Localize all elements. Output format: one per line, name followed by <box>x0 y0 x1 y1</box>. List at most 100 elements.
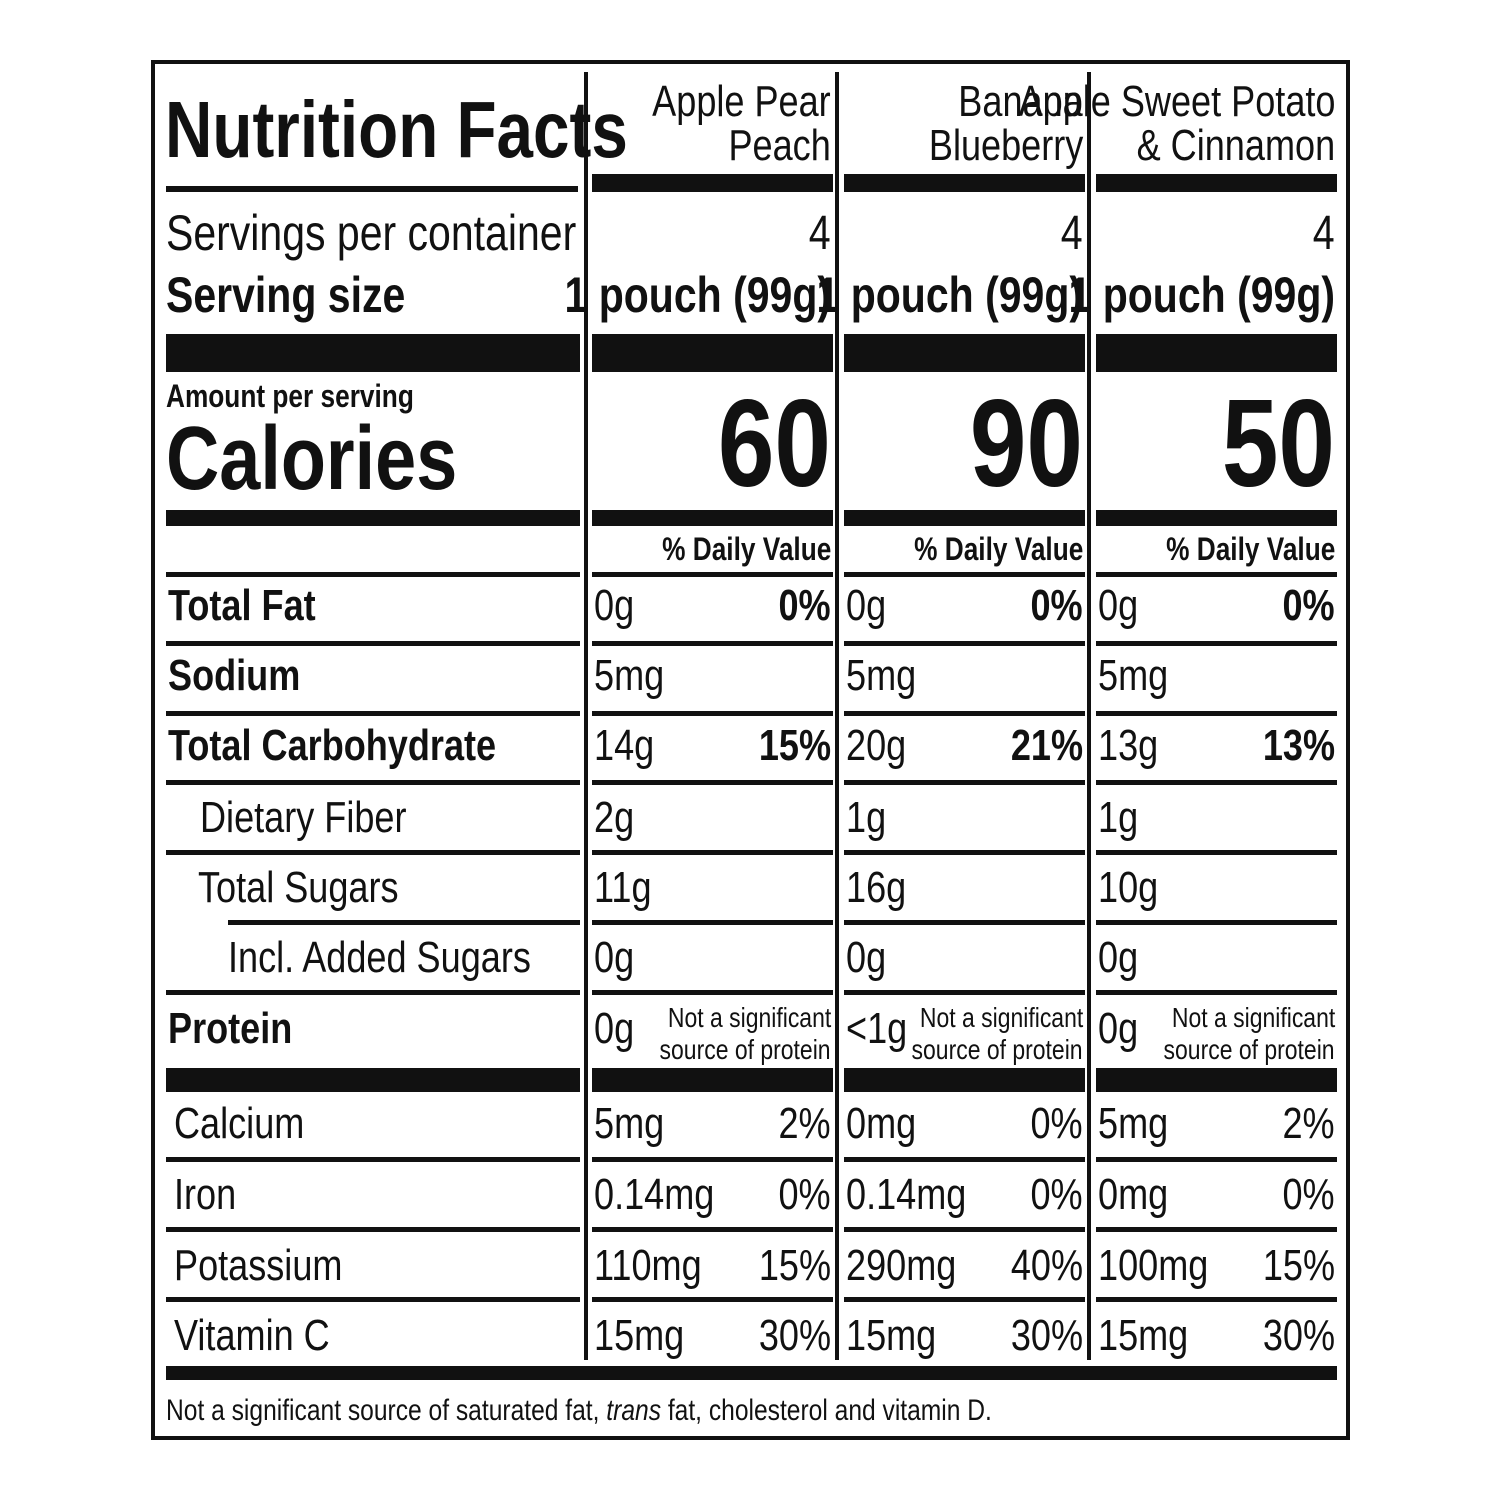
protein-note: Not a significant <box>919 1002 1083 1033</box>
label-title: Nutrition Facts <box>165 85 628 174</box>
column-divider <box>835 72 839 1360</box>
nutrient-daily-value: 15% <box>758 721 831 770</box>
product-name-line1: Apple Sweet Potato <box>1018 77 1335 126</box>
protein-note: source of protein <box>1163 1034 1335 1065</box>
nutrient-amount: 0g <box>594 933 635 982</box>
vitamin-c-label: Vitamin C <box>174 1311 330 1360</box>
rule <box>166 1068 580 1092</box>
rule <box>844 850 1085 855</box>
serving-size-value: 1 pouch (99g) <box>1068 267 1335 323</box>
rule <box>592 641 833 646</box>
nutrient-amount: 5mg <box>594 651 665 700</box>
rule <box>844 1068 1085 1092</box>
nutrient-amount: 2g <box>594 793 635 842</box>
nutrient-daily-value: 40% <box>1010 1241 1083 1290</box>
rule <box>592 1227 833 1232</box>
nutrient-amount: 14g <box>594 721 655 770</box>
daily-value-header: % Daily Value <box>913 531 1083 567</box>
nutrient-daily-value: 13% <box>1262 721 1335 770</box>
iron-label: Iron <box>174 1170 237 1219</box>
nutrient-amount: 5mg <box>846 651 917 700</box>
rule <box>166 1157 580 1162</box>
product-name-line1: Apple Pear <box>652 77 831 126</box>
rule <box>1096 711 1337 716</box>
column-divider <box>584 72 588 1360</box>
rule <box>592 850 833 855</box>
rule <box>592 174 833 192</box>
calories-value: 60 <box>717 375 831 513</box>
rule <box>844 990 1085 995</box>
servings-per-container-value: 4 <box>1061 207 1083 260</box>
rule <box>166 1366 1337 1380</box>
added-sugars-label: Incl. Added Sugars <box>228 933 531 982</box>
amount-per-serving-label: Amount per serving <box>166 378 414 414</box>
nutrient-daily-value: 2% <box>778 1099 831 1148</box>
nutrient-amount: 5mg <box>1098 651 1169 700</box>
rule <box>1096 510 1337 526</box>
rule <box>1096 780 1337 785</box>
rule <box>592 1068 833 1092</box>
nutrient-daily-value: 30% <box>1010 1311 1083 1360</box>
rule <box>844 1227 1085 1232</box>
daily-value-header: % Daily Value <box>661 531 831 567</box>
nutrient-amount: 0g <box>1098 933 1139 982</box>
nutrient-amount: 11g <box>594 863 652 912</box>
rule <box>592 334 833 372</box>
nutrient-daily-value: 15% <box>1262 1241 1335 1290</box>
servings-per-container-value: 4 <box>809 207 831 260</box>
servings-per-container-label: Servings per container <box>166 205 577 261</box>
rule <box>1096 1297 1337 1302</box>
nutrient-amount: 0g <box>846 581 887 630</box>
protein-amount: <1g <box>846 1004 908 1053</box>
sodium-label: Sodium <box>168 651 301 700</box>
rule <box>844 780 1085 785</box>
calcium-label: Calcium <box>174 1099 305 1148</box>
calories-value: 50 <box>1221 375 1335 513</box>
rule <box>1096 920 1337 925</box>
rule <box>1096 990 1337 995</box>
rule <box>166 334 580 372</box>
nutrient-amount: 1g <box>1098 793 1139 842</box>
rule <box>844 174 1085 192</box>
rule <box>1096 1227 1337 1232</box>
rule <box>844 1157 1085 1162</box>
product-name-line2: Blueberry <box>928 121 1083 170</box>
nutrient-amount: 290mg <box>846 1241 957 1290</box>
nutrient-amount: 1g <box>846 793 887 842</box>
rule <box>844 711 1085 716</box>
nutrient-amount: 0mg <box>1098 1170 1169 1219</box>
nutrient-amount: 15mg <box>594 1311 685 1360</box>
rule <box>1096 850 1337 855</box>
rule <box>844 641 1085 646</box>
rule <box>166 510 580 526</box>
rule <box>166 711 580 716</box>
nutrient-daily-value: 15% <box>758 1241 831 1290</box>
rule <box>1096 174 1337 192</box>
nutrient-daily-value: 0% <box>1030 1170 1083 1219</box>
rule <box>592 1297 833 1302</box>
rule <box>592 780 833 785</box>
nutrient-amount: 0g <box>594 581 635 630</box>
nutrient-amount: 0mg <box>846 1099 917 1148</box>
calories-value: 90 <box>969 375 1083 513</box>
rule <box>592 920 833 925</box>
nutrient-amount: 15mg <box>1098 1311 1189 1360</box>
rule <box>592 572 833 577</box>
nutrient-amount: 0.14mg <box>594 1170 715 1219</box>
nutrient-amount: 5mg <box>594 1099 665 1148</box>
nutrient-daily-value: 0% <box>1282 581 1335 630</box>
protein-note: source of protein <box>911 1034 1083 1065</box>
nutrient-amount: 5mg <box>1098 1099 1169 1148</box>
rule <box>844 572 1085 577</box>
rule <box>166 850 580 855</box>
rule <box>1096 572 1337 577</box>
nutrient-daily-value: 0% <box>778 1170 831 1219</box>
serving-size-label: Serving size <box>166 267 406 323</box>
footnote: Not a significant source of saturated fa… <box>166 1394 992 1427</box>
nutrient-daily-value: 2% <box>1282 1099 1335 1148</box>
protein-note: Not a significant <box>667 1002 831 1033</box>
product-name-line2: & Cinnamon <box>1136 121 1335 170</box>
protein-note: Not a significant <box>1171 1002 1335 1033</box>
rule <box>166 572 580 577</box>
nutrient-amount: 20g <box>846 721 907 770</box>
